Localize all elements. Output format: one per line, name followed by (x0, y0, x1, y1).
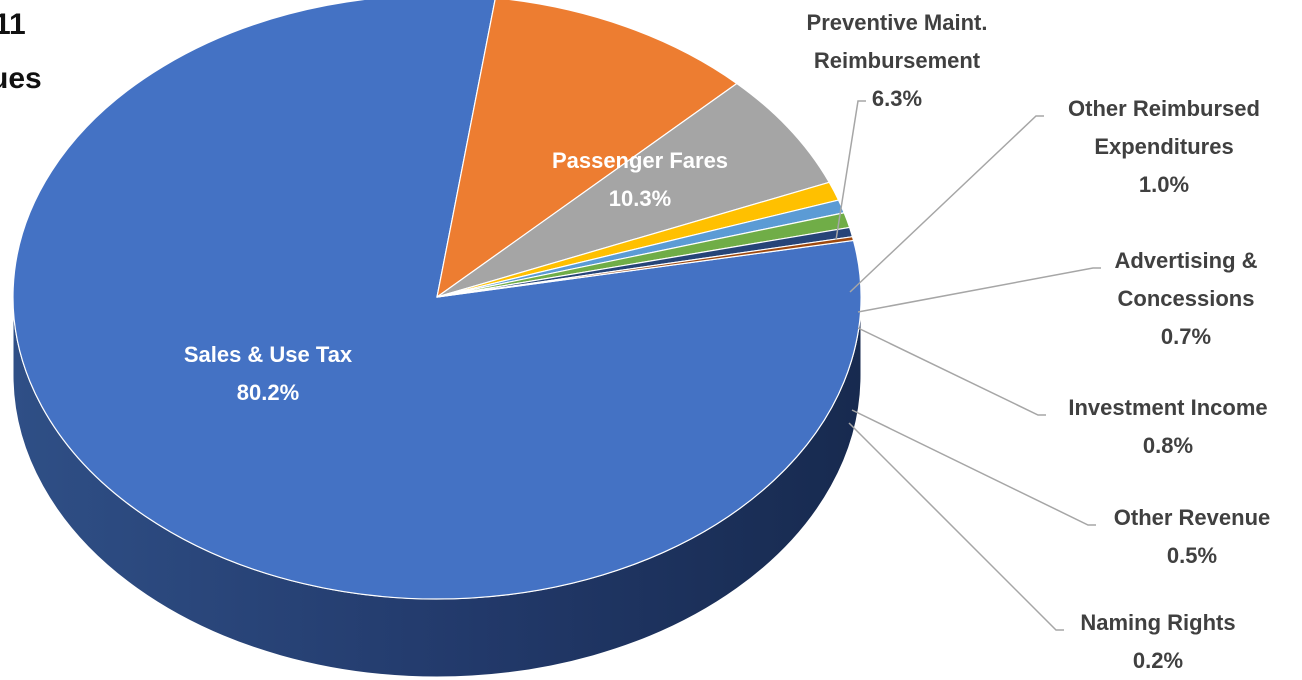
slice-label-5-line-0: Investment Income (1068, 395, 1267, 420)
pie-top-group (12, 0, 862, 600)
slice-label-6-line-0: Other Revenue (1114, 505, 1271, 530)
chart-title-fragment-1: 11 (0, 8, 26, 41)
slice-label-1-name: Passenger Fares (552, 148, 728, 173)
chart-title-fragment-2: ues (0, 62, 42, 95)
slice-label-2-line-1: Reimbursement (814, 48, 981, 73)
leader-line-4 (857, 267, 1101, 313)
slice-label-6-value: 0.5% (1167, 543, 1217, 568)
slice-labels-group: Sales & Use Tax 80.2% Passenger Fares 10.3%… (184, 10, 1270, 673)
leader-line-2 (835, 100, 866, 241)
pie-slice-preventive-maint-reimbursement (436, 82, 830, 298)
pie-slice-naming-rights (436, 236, 855, 298)
slice-label-4-line-0: Advertising & (1114, 248, 1257, 273)
slice-label-3-line-0: Other Reimbursed (1068, 96, 1260, 121)
slice-label-2-value: 6.3% (872, 86, 922, 111)
slice-label-7-value: 0.2% (1133, 648, 1183, 673)
leader-line-3 (849, 115, 1044, 293)
leader-line-7 (848, 422, 1064, 631)
slice-label-1-value: 10.3% (609, 186, 671, 211)
slice-label-4-value: 0.7% (1161, 324, 1211, 349)
slice-label-0-value: 80.2% (237, 380, 299, 405)
pie-slice-sales-use-tax (12, 0, 862, 600)
leader-line-5 (857, 327, 1046, 416)
slice-label-5-value: 0.8% (1143, 433, 1193, 458)
slice-label-2-line-0: Preventive Maint. (807, 10, 988, 35)
slice-label-0-name: Sales & Use Tax (184, 342, 353, 367)
slice-label-3-line-1: Expenditures (1094, 134, 1233, 159)
leader-line-6 (851, 409, 1096, 526)
pie-slice-passenger-fares (436, 0, 738, 298)
slice-label-3-value: 1.0% (1139, 172, 1189, 197)
slice-label-7-line-0: Naming Rights (1080, 610, 1235, 635)
slice-label-4-line-1: Concessions (1118, 286, 1255, 311)
leader-lines-group (835, 100, 1101, 631)
